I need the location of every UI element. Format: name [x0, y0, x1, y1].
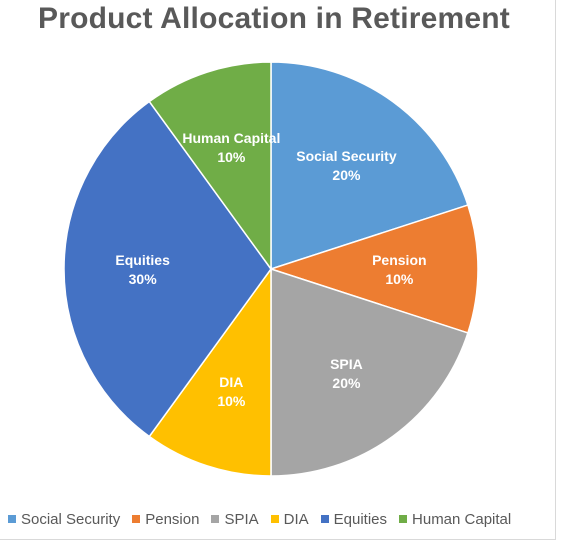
legend-item-social-security: Social Security [8, 511, 120, 528]
legend-label: Human Capital [412, 510, 512, 528]
legend-item-pension: Pension [132, 511, 199, 528]
legend-label: SPIA [224, 510, 259, 528]
legend-item-equities: Equities [320, 510, 388, 528]
legend-swatch [132, 515, 141, 523]
pie-slice-human-capital [148, 61, 272, 272]
pie-slice-spia [270, 267, 469, 477]
data-label-pension: Pension 10% [372, 252, 426, 287]
pie-slice-dia [148, 266, 272, 477]
data-label-dia: DIA 10% [217, 374, 246, 409]
data-label-spia: SPIA 20% [330, 356, 363, 391]
legend-item-dia: DIA [270, 510, 309, 528]
data-label-social-security: Social Security 20% [296, 148, 397, 183]
legend-swatch [399, 515, 408, 523]
legend-item-spia: SPIA [211, 510, 259, 528]
pie-slice-equities [63, 100, 272, 438]
pie-slice-pension [268, 204, 479, 334]
chart-border-bottom [0, 539, 555, 540]
chart-title: Product Allocation in Retirement [37, 2, 510, 35]
legend-swatch [320, 515, 329, 523]
legend-label: DIA [283, 510, 309, 528]
legend-swatch [211, 515, 220, 523]
chart-border-right [555, 0, 556, 540]
pie-slice-social-security [270, 61, 469, 271]
data-label-equities: Equities 30% [115, 252, 170, 287]
legend-label: Pension [145, 510, 200, 528]
legend-item-human-capital: Human Capital [399, 511, 511, 528]
legend-label: Social Security [21, 510, 121, 528]
legend-swatch [8, 515, 16, 523]
legend-label: Equities [333, 510, 388, 528]
chart-legend: Social Security Pension SPIA DIA Equities Hum… [8, 508, 548, 530]
legend-swatch [270, 515, 279, 523]
data-label-human-capital: Human Capital 10% [182, 130, 280, 165]
